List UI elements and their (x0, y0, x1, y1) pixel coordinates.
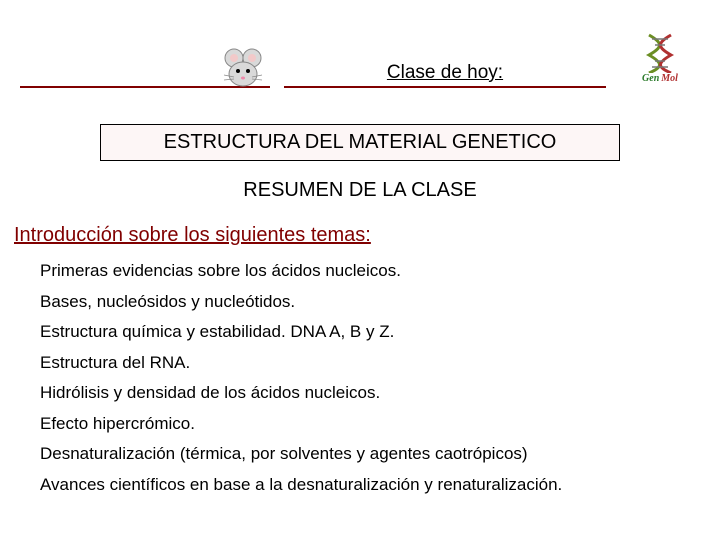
class-label-text: Clase de hoy: (387, 62, 503, 84)
topic-item: Efecto hipercrómico. (40, 414, 720, 434)
topic-item: Avances científicos en base a la desnatu… (40, 475, 720, 495)
topic-item: Estructura del RNA. (40, 353, 720, 373)
logo-genmol: Gen Mol (620, 28, 700, 88)
topic-item: Primeras evidencias sobre los ácidos nuc… (40, 261, 720, 281)
main-title: ESTRUCTURA DEL MATERIAL GENETICO (164, 131, 557, 153)
intro-heading: Introducción sobre los siguientes temas: (14, 224, 720, 247)
logo-gen: Gen (642, 73, 659, 84)
topic-item: Bases, nucleósidos y nucleótidos. (40, 292, 720, 312)
main-title-box: ESTRUCTURA DEL MATERIAL GENETICO (100, 124, 620, 161)
class-label: Clase de hoy: (284, 44, 606, 88)
logo-mol: Mol (661, 73, 678, 84)
header-rule-left (20, 44, 270, 88)
header-row: Clase de hoy: Gen Mol (0, 0, 720, 88)
mouse-icon (216, 44, 270, 88)
logo-text: Gen Mol (642, 73, 678, 84)
subtitle: RESUMEN DE LA CLASE (0, 179, 720, 202)
dna-helix-icon (643, 33, 677, 73)
topic-item: Hidrólisis y densidad de los ácidos nucl… (40, 383, 720, 403)
topic-item: Desnaturalización (térmica, por solvente… (40, 444, 720, 464)
topic-item: Estructura química y estabilidad. DNA A,… (40, 322, 720, 342)
topics-list: Primeras evidencias sobre los ácidos nuc… (40, 261, 720, 494)
